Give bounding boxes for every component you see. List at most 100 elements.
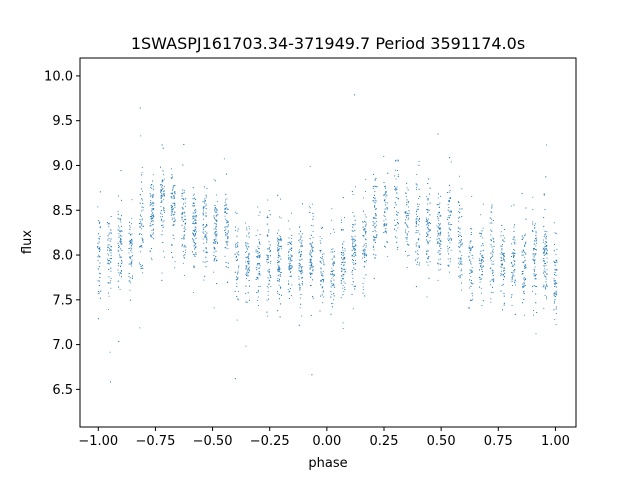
data-point [524,314,525,316]
data-point [184,245,186,247]
data-point [556,260,558,262]
data-point [457,231,459,232]
data-point [534,275,536,277]
data-point [174,193,176,195]
data-point [161,184,163,186]
data-point [300,235,302,237]
data-point [333,283,335,285]
data-point [109,249,111,251]
data-point [192,230,194,232]
data-point [258,214,260,216]
data-point [461,282,462,284]
data-point [301,244,303,246]
data-point [214,242,216,244]
data-point [372,187,374,189]
data-point [301,266,303,268]
data-point [140,135,142,137]
data-point [97,247,99,249]
data-point [532,196,534,198]
data-point [344,248,346,250]
data-point [203,242,205,244]
data-point [99,246,101,248]
data-point [500,264,502,265]
data-point [319,236,321,238]
data-point [406,201,408,203]
data-point [448,253,449,255]
data-point [131,265,133,267]
data-point [110,255,112,257]
data-point [192,216,194,218]
data-point [160,206,162,207]
data-point [183,238,185,240]
data-point [501,248,503,250]
data-point [320,271,322,273]
data-point [288,290,290,292]
data-point [364,228,366,230]
data-point [259,241,260,243]
data-point [396,215,398,216]
data-point [438,211,440,213]
data-point [383,182,385,184]
data-point [152,209,154,211]
data-point [255,235,257,236]
data-point [121,215,122,217]
data-point [160,190,162,191]
data-point [426,296,428,298]
data-point [299,238,301,240]
data-point [163,194,165,196]
data-point [106,258,108,260]
data-point [555,269,557,271]
data-point [374,237,376,239]
data-point [472,283,474,285]
data-point [365,232,367,234]
data-point [311,252,313,254]
data-point [290,243,292,245]
data-point [513,226,515,228]
data-point [202,206,204,208]
data-point [319,310,321,312]
data-point [500,260,502,262]
data-point [298,252,300,254]
data-point [172,208,174,210]
data-point [533,285,535,287]
data-point [374,257,376,259]
data-point [503,268,505,270]
data-point [470,262,472,264]
data-point [514,282,516,284]
data-point [511,271,512,273]
data-point [238,290,240,292]
data-point [278,250,280,252]
data-point [438,227,440,229]
data-point [546,269,548,271]
data-point [363,249,365,251]
data-point [542,249,544,251]
data-point [387,202,389,204]
data-point [419,196,421,197]
data-point [542,286,544,288]
data-point [479,232,481,234]
data-point [227,220,229,222]
data-point [183,199,185,200]
data-point [427,258,429,259]
data-point [363,253,365,255]
data-point [426,253,428,255]
data-point [267,255,269,257]
data-point [163,220,165,222]
data-point [181,207,183,208]
data-point [524,279,525,281]
data-point [205,247,207,249]
data-point [395,190,397,192]
data-point [183,250,184,252]
data-point [152,195,154,197]
data-point [195,208,197,210]
y-tick-label: 9.0 [52,159,73,174]
data-point [300,277,302,279]
data-point [511,305,513,306]
data-point [555,274,557,276]
data-point [234,378,236,380]
data-point [109,351,111,353]
data-point [491,211,493,213]
data-point [259,285,261,287]
data-point [501,249,503,251]
